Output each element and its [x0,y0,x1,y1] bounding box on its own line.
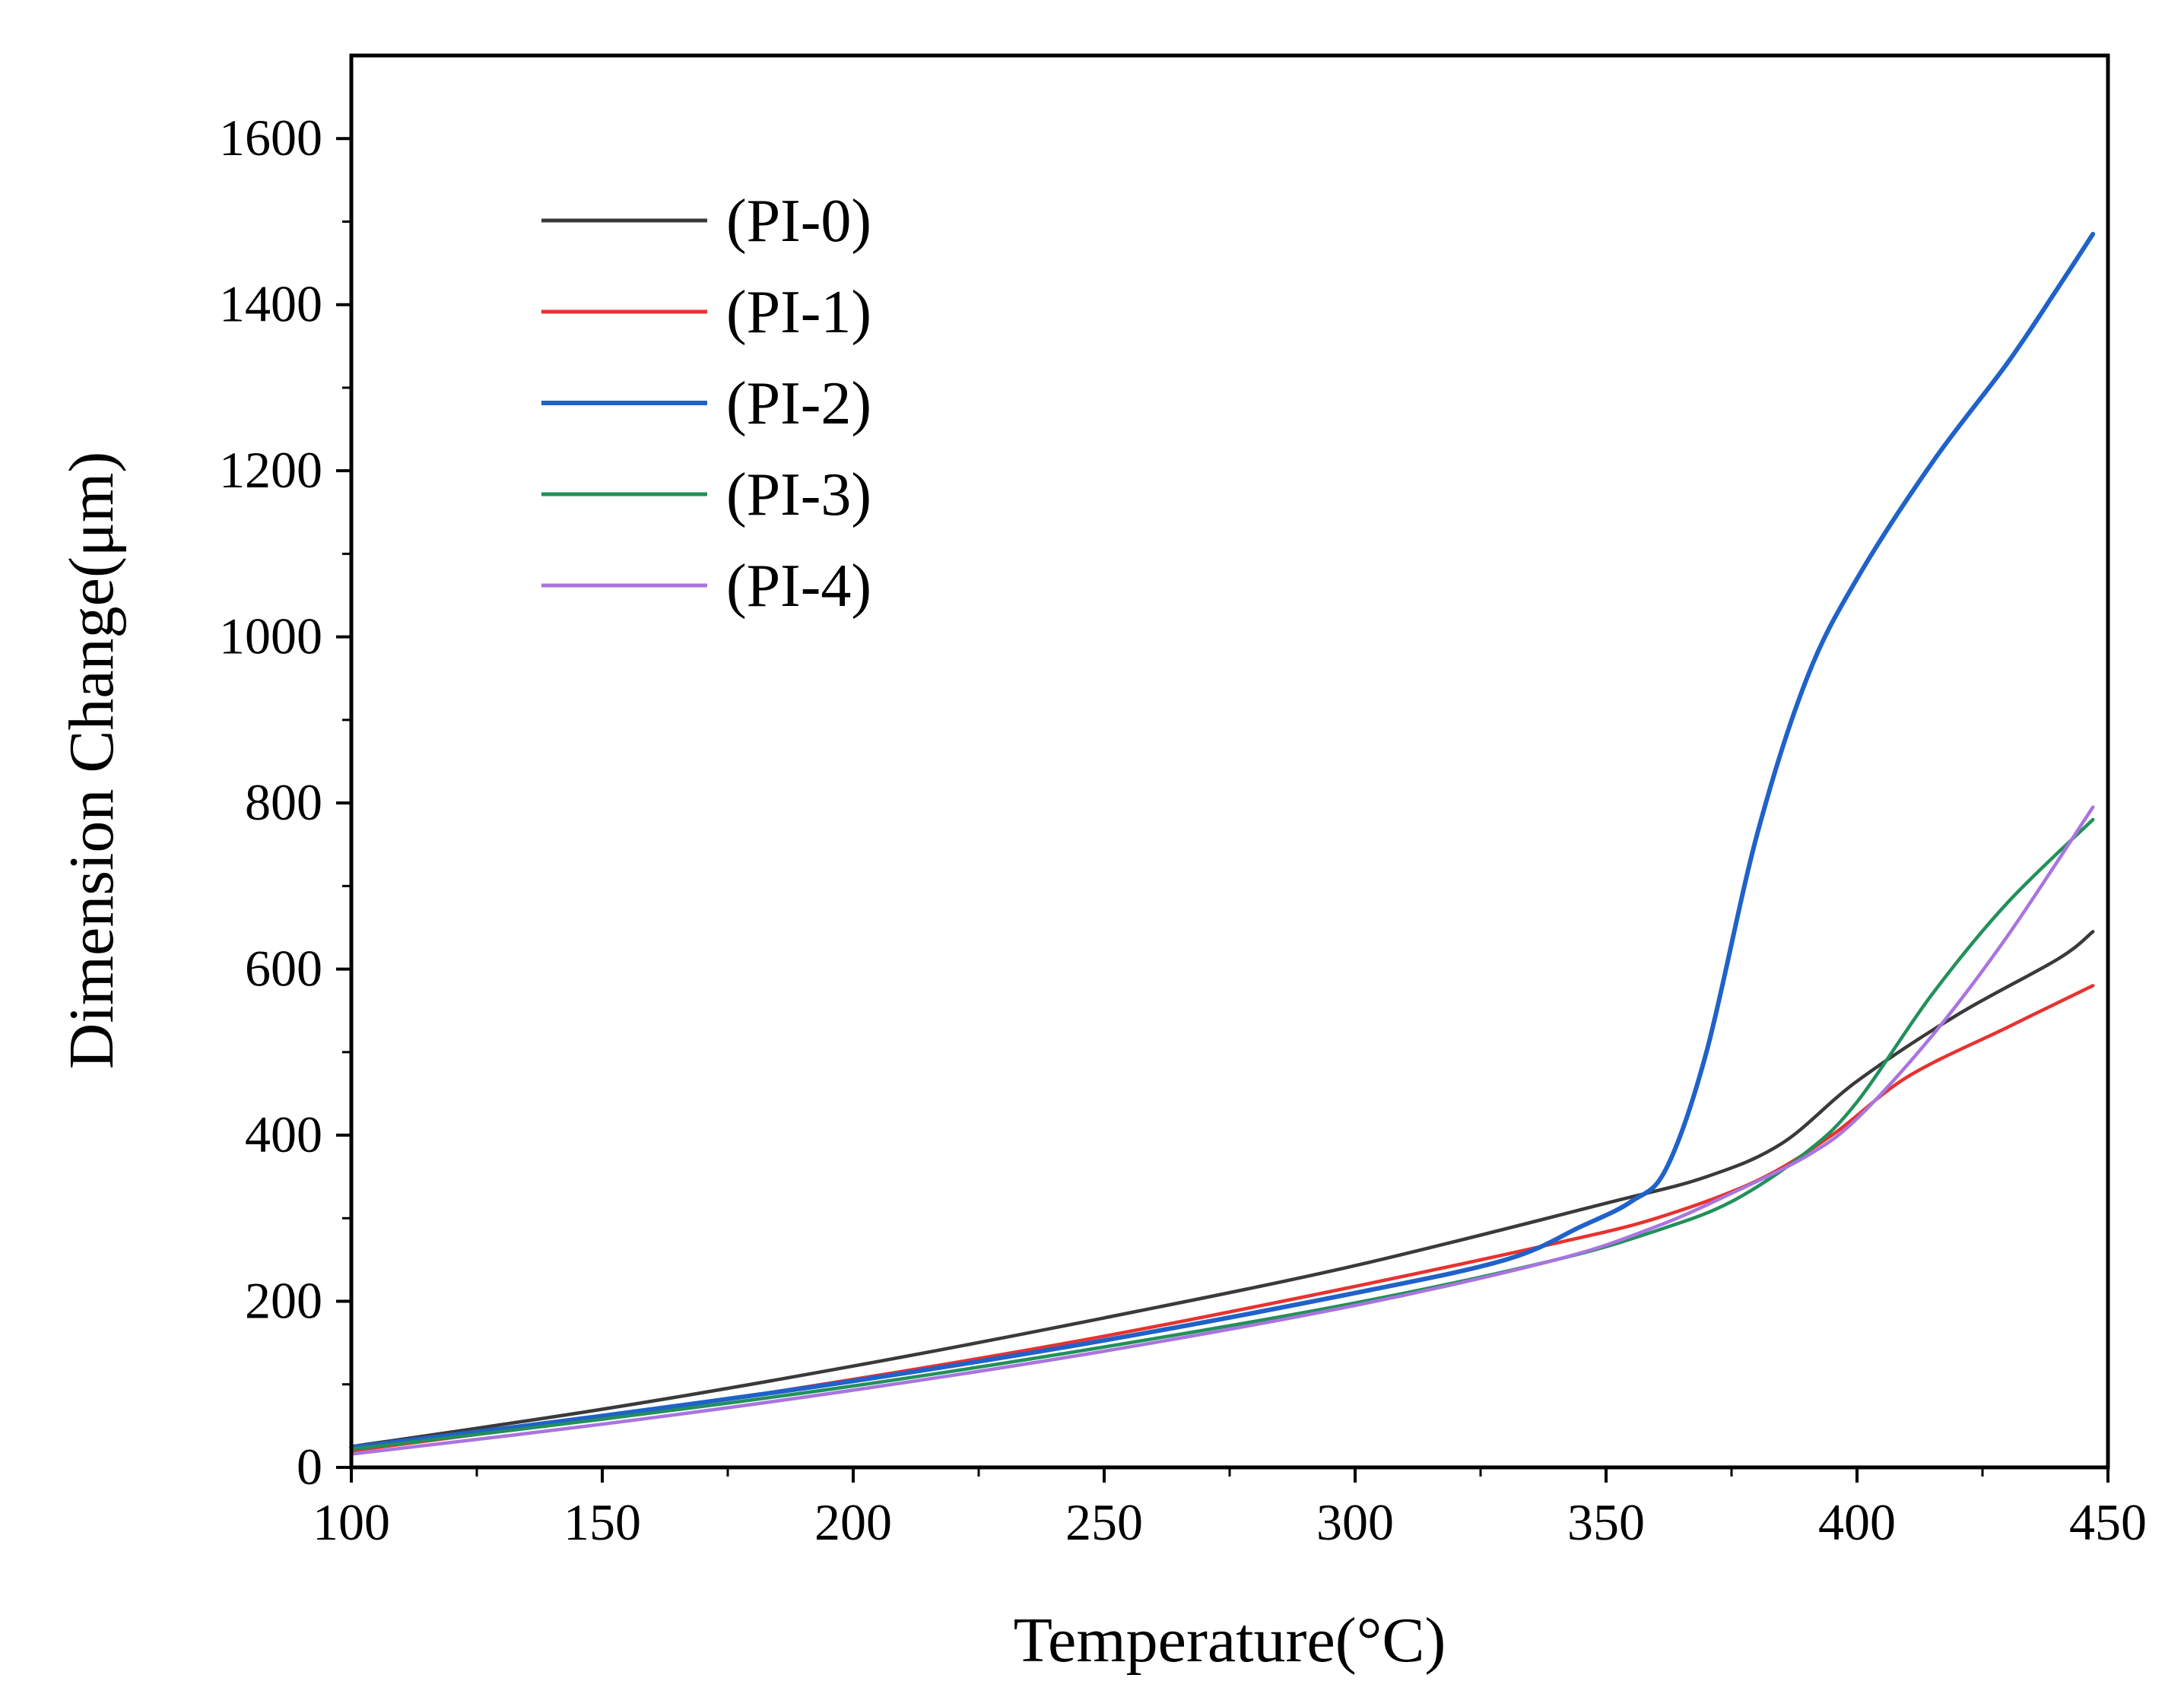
series-line-pi-0 [349,930,2095,1448]
y-tick-label: 800 [245,773,322,831]
y-tick-label: 1200 [219,441,322,499]
legend-label-pi-2: (PI-2) [726,370,871,437]
y-tick-label: 400 [245,1105,322,1163]
y-tick-label: 1400 [219,275,322,333]
legend-label-pi-4: (PI-4) [726,553,871,620]
legend-label-pi-0: (PI-0) [726,188,871,255]
x-tick-label: 300 [1316,1493,1394,1551]
legend: (PI-0) (PI-1) (PI-2) (PI-3) (PI-4) [541,188,871,620]
x-tick-label: 100 [313,1493,390,1551]
y-tick-label: 600 [245,940,322,998]
x-tick-label: 150 [563,1493,641,1551]
y-tick-label: 1600 [219,109,322,167]
y-tick-label: 0 [297,1438,322,1496]
legend-label-pi-3: (PI-3) [726,462,871,528]
x-tick-label: 450 [2069,1493,2147,1551]
x-tick-label: 350 [1567,1493,1645,1551]
series-layer [349,231,2096,1456]
ticks-layer: 100 150 200 250 300 350 400 450 0 200 400 600 800 100… [219,109,2147,1551]
series-line-pi-4 [349,805,2095,1456]
x-tick-label: 250 [1065,1493,1143,1551]
y-tick-label: 200 [245,1272,322,1330]
y-tick-label: 1000 [219,607,322,665]
x-axis-title: Temperature(°C) [1014,1605,1446,1676]
legend-label-pi-1: (PI-1) [726,279,871,346]
x-tick-label: 400 [1818,1493,1896,1551]
y-axis-title: Dimension Change(μm) [56,452,127,1070]
x-tick-label: 200 [814,1493,892,1551]
series-line-pi-2 [349,231,2096,1450]
